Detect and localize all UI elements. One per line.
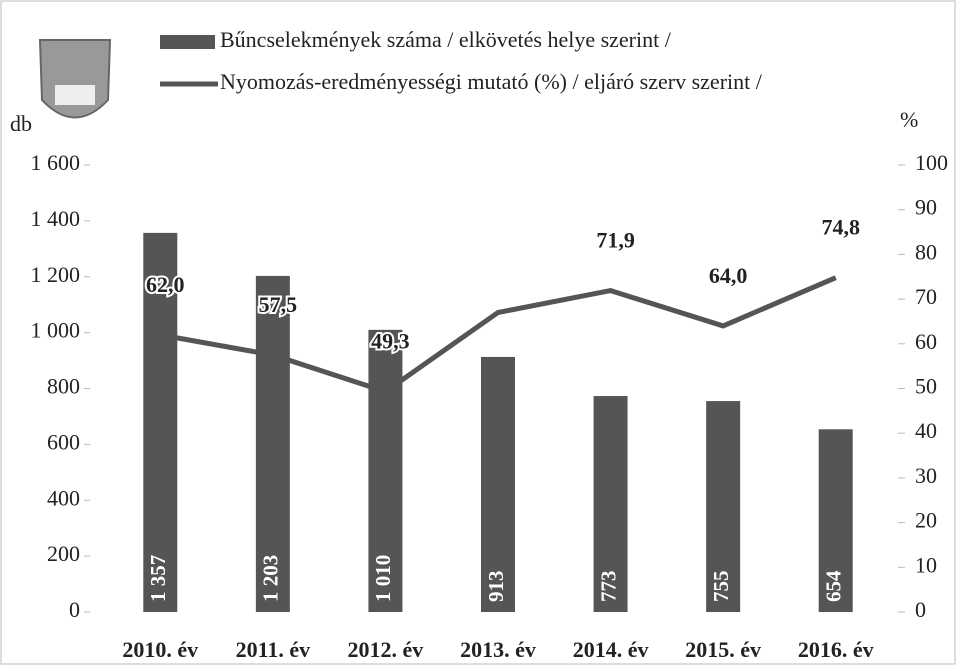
y2-tick-label: 100	[915, 150, 948, 175]
bar	[143, 232, 178, 612]
bar	[255, 275, 290, 612]
y2-tick-label: 80	[915, 239, 937, 264]
x-tick-label: 2015. év	[685, 637, 761, 662]
x-tick-label: 2014. év	[573, 637, 649, 662]
y2-tick-label: 50	[915, 374, 937, 399]
bar-value-label: 1 010	[371, 555, 395, 602]
bar-value-label: 1 357	[146, 555, 170, 602]
y2-tick-label: 30	[915, 463, 937, 488]
line	[159, 275, 837, 395]
x-tick-label: 2013. év	[460, 637, 536, 662]
y-tick-label: 400	[47, 485, 80, 510]
line-value-label: 62,0	[146, 272, 185, 297]
bar-value-label: 773	[596, 571, 620, 603]
legend-label: Nyomozás-eredményességi mutató (%) / elj…	[220, 69, 763, 94]
bar-value-label: 755	[709, 571, 733, 603]
bar-value-label: 913	[484, 571, 508, 603]
line-value-label: 74,8	[821, 215, 860, 240]
line-value-label: 57,5	[259, 292, 298, 317]
y-tick-label: 1 600	[31, 150, 81, 175]
y2-axis-label: %	[900, 107, 918, 132]
bar-value-label: 654	[822, 570, 846, 602]
police-logo	[38, 39, 112, 119]
y2-tick-label: 0	[915, 597, 926, 622]
bar	[706, 401, 741, 612]
x-tick-label: 2011. év	[236, 637, 311, 662]
y-tick-label: 1 200	[31, 262, 81, 287]
bar	[818, 429, 853, 612]
y-axis-label: db	[10, 111, 32, 136]
y2-tick-label: 20	[915, 508, 937, 533]
y2-tick-label: 60	[915, 329, 937, 354]
line-value-label: 49,3	[371, 329, 410, 354]
x-tick-label: 2010. év	[122, 637, 198, 662]
legend-swatch	[160, 35, 215, 49]
legend-label: Bűncselekmények száma / elkövetés helye …	[220, 27, 672, 52]
y2-tick-label: 90	[915, 195, 937, 220]
bar-value-label: 1 203	[259, 555, 283, 602]
y-tick-label: 1 400	[31, 206, 81, 231]
y-tick-label: 1 000	[31, 318, 81, 343]
y-tick-label: 200	[47, 541, 80, 566]
y2-tick-label: 70	[915, 284, 937, 309]
y-tick-label: 800	[47, 374, 80, 399]
line-value-label: 64,0	[709, 263, 748, 288]
y2-tick-label: 10	[915, 552, 937, 577]
y2-tick-label: 40	[915, 418, 937, 443]
x-tick-label: 2016. év	[798, 637, 874, 662]
y-tick-label: 600	[47, 429, 80, 454]
bar	[368, 329, 403, 612]
x-tick-label: 2012. év	[348, 637, 424, 662]
line-value-label: 71,9	[596, 228, 635, 253]
y-tick-label: 0	[69, 597, 80, 622]
bar	[593, 396, 628, 612]
bar	[481, 356, 515, 612]
